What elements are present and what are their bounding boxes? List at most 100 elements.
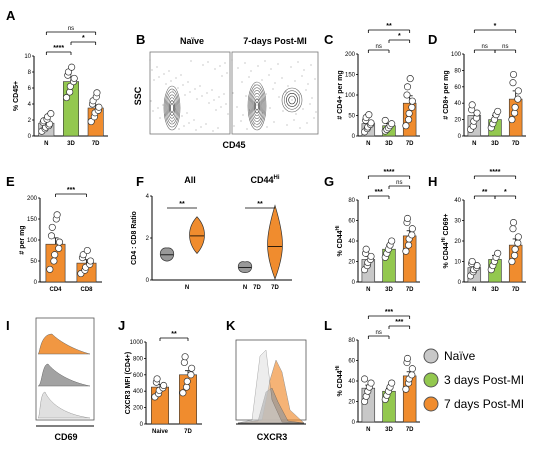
data-point — [403, 91, 411, 99]
y-axis-label-sup: Hi — [441, 237, 447, 243]
y-tick-label: 150 — [27, 217, 38, 223]
flow-dot — [314, 78, 316, 80]
y-axis-label: CD4 : CD8 Ratio — [131, 211, 138, 265]
y-tick-label: 60 — [348, 359, 355, 365]
flow-dot — [252, 90, 254, 92]
flow-dot — [175, 77, 177, 79]
flow-dot — [194, 88, 196, 90]
flow-dot — [202, 64, 204, 66]
x-tick-label: 3D — [385, 427, 393, 433]
flow-contour-post-mi-cluster — [286, 93, 298, 107]
data-point — [188, 364, 196, 372]
flow-dot — [151, 69, 153, 71]
flow-dot — [281, 77, 283, 79]
flow-dot — [285, 91, 287, 93]
data-point — [388, 379, 396, 387]
sig-label: ** — [482, 189, 488, 196]
y-axis-label-main: % CD44 — [443, 242, 450, 268]
data-point — [508, 257, 516, 266]
flow-dot — [206, 92, 208, 94]
data-point — [405, 241, 413, 249]
x-tick-label: 3D — [491, 141, 499, 147]
y-axis-label: % CD44Hi CD69+ — [441, 213, 450, 268]
violin-title-cd44: CD44Hi — [250, 175, 279, 185]
flow-contour-post-mi — [255, 101, 259, 111]
flow-dot — [178, 128, 180, 130]
flow-dot — [152, 110, 154, 112]
flow-box-post-mi — [231, 51, 319, 135]
flow-dot — [294, 80, 296, 82]
flow-dot — [248, 76, 250, 78]
data-point — [509, 79, 517, 87]
sig-label: **** — [53, 45, 64, 52]
y-tick-label: 2 — [28, 118, 32, 124]
flow-dot — [158, 76, 160, 78]
y-axis-label-sup: Hi — [335, 365, 341, 371]
flow-contour-naive — [163, 85, 181, 131]
y-tick-label: 80 — [348, 338, 355, 344]
y-tick-label: 600 — [133, 373, 144, 379]
flow-dot — [221, 75, 223, 77]
flow-ylabel: SSC — [133, 86, 143, 105]
chart-g: 0 20 40 60 80 % CD44Hi N 3D 7D ****ns *** — [335, 169, 420, 293]
flow-contour-post-mi — [249, 87, 265, 125]
flow-dot — [227, 113, 229, 115]
violin-title-cd44-main: CD44 — [250, 175, 273, 185]
data-point — [408, 371, 416, 379]
y-axis-label: % CD45+ — [13, 81, 20, 111]
y-tick-label: 30 — [454, 219, 461, 225]
flow-dot — [273, 121, 275, 123]
sig-label: *** — [67, 187, 75, 194]
data-point — [494, 107, 502, 115]
panel-label-k: K — [226, 318, 236, 333]
data-point — [509, 225, 517, 233]
sig-label: **** — [490, 169, 501, 176]
data-point — [64, 68, 72, 76]
flow-contour-post-mi — [251, 92, 263, 120]
panel-label-h: H — [428, 174, 437, 189]
flow-dot — [225, 103, 227, 105]
flow-dot — [211, 89, 213, 91]
flow-dot — [232, 92, 234, 94]
flow-xlabel: CD45 — [222, 140, 245, 150]
chart-j: 0 200 400 600 800 1000 CXCR3 MFI (CD4+) Naive 7D… — [125, 331, 202, 435]
y-tick-label: 20 — [348, 400, 355, 406]
flow-dot — [162, 104, 164, 106]
flow-contour-post-mi-cluster — [281, 87, 303, 113]
data-point — [93, 89, 101, 97]
y-tick-label: 200 — [27, 196, 38, 202]
histogram-xlabel-k: CXCR3 — [257, 432, 288, 442]
flow-dot — [297, 61, 299, 63]
y-axis-label-rest: CD69+ — [443, 213, 450, 237]
flow-dot — [269, 107, 271, 109]
y-tick-label: 20 — [454, 118, 461, 124]
flow-dot — [256, 104, 258, 106]
data-point — [179, 389, 187, 397]
chart-c: 0 50 100 150 200 # CD4+ per mg N 3D 7D ** ns * — [337, 23, 420, 147]
panel-label-c: C — [324, 32, 334, 47]
flow-dot — [266, 126, 268, 128]
violin-title-cd44-sup: Hi — [274, 175, 280, 181]
flow-dot — [177, 87, 179, 89]
flow-dot — [246, 128, 248, 130]
data-point — [361, 375, 369, 383]
flow-dot — [199, 85, 201, 87]
sig-label: ns — [502, 44, 508, 50]
flow-dot — [240, 120, 242, 122]
histogram-panel-i: CD69 — [35, 317, 95, 442]
flow-dot — [277, 63, 279, 65]
panel-label-f: F — [136, 174, 144, 189]
flow-dot — [298, 94, 300, 96]
x-tick-label: N — [185, 285, 189, 291]
flow-dot — [253, 123, 255, 125]
y-tick-label: 10 — [454, 260, 461, 266]
flow-dot — [313, 117, 315, 119]
y-tick-label: 0 — [352, 134, 356, 140]
data-point — [402, 122, 410, 130]
data-point — [509, 219, 518, 227]
flow-dot — [287, 85, 289, 87]
y-tick-label: 400 — [133, 389, 144, 395]
flow-dot — [244, 62, 246, 64]
